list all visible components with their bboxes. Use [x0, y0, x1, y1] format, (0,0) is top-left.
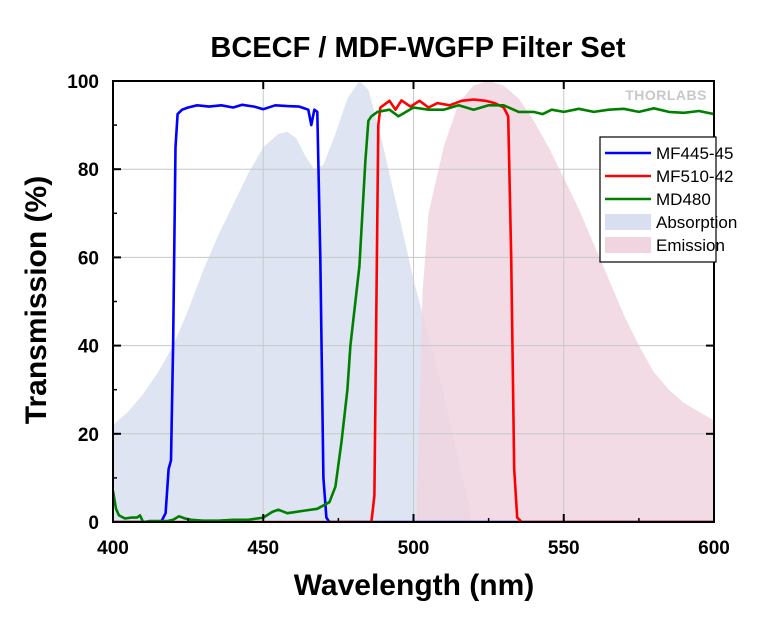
y-tick-label: 80 — [78, 160, 99, 181]
chart-title: BCECF / MDF-WGFP Filter Set — [210, 32, 625, 64]
axis-ticks: 400 450 500 550 600 0 20 40 60 80 100 — [67, 72, 730, 559]
area-series-group — [113, 81, 714, 522]
series-area-emission — [416, 81, 714, 522]
y-axis-title: Transmission (%) — [20, 176, 53, 424]
series-line-mf445-45 — [113, 103, 714, 522]
legend-label: MD480 — [656, 190, 711, 209]
y-tick-label: 0 — [88, 513, 99, 534]
y-tick-label: 60 — [78, 248, 99, 269]
series-line-mf510-42 — [113, 98, 714, 522]
legend-swatch — [605, 237, 651, 253]
series-line-md480 — [113, 104, 714, 522]
x-tick-label: 550 — [548, 538, 580, 559]
x-tick-label: 450 — [247, 538, 279, 559]
y-tick-label: 20 — [78, 425, 99, 446]
x-tick-label: 400 — [97, 538, 129, 559]
y-tick-label: 100 — [67, 72, 99, 93]
legend-label: MF510-42 — [656, 167, 733, 186]
legend-swatch — [605, 214, 651, 230]
legend-label: MF445-45 — [656, 144, 733, 163]
x-tick-label: 600 — [698, 538, 730, 559]
y-tick-label: 40 — [78, 337, 99, 358]
x-tick-label: 500 — [398, 538, 430, 559]
legend: MF445-45 MF510-42 MD480 Absorption Emission — [599, 136, 737, 263]
series-area-absorption — [113, 81, 471, 522]
line-series-group — [113, 98, 714, 522]
x-axis-title: Wavelength (nm) — [294, 569, 535, 602]
thorlabs-watermark: THORLABS — [625, 87, 707, 103]
legend-label: Emission — [656, 236, 725, 255]
legend-label: Absorption — [656, 213, 737, 232]
